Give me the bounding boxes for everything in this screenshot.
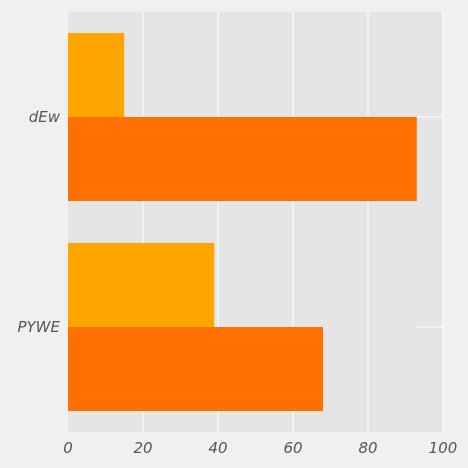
x-tick-label: 80 [358,439,377,457]
x-tick-label: 40 [208,439,227,457]
bars [68,33,417,411]
bar-PYWE-series-2 [68,327,323,411]
y-tick-label: dEw [29,108,61,126]
y-axis: dEw PYWE [17,108,60,336]
y-tick-label: PYWE [17,318,60,336]
bar-dEw-series-2 [68,117,417,201]
x-tick-label: 0 [63,439,73,457]
x-tick-label: 20 [133,439,152,457]
x-tick-label: 60 [283,439,302,457]
x-axis: 0 20 40 60 80 100 [63,439,457,457]
bar-PYWE-series-1 [68,243,215,327]
bar-dEw-series-1 [68,33,125,117]
x-tick-label: 100 [429,439,458,457]
